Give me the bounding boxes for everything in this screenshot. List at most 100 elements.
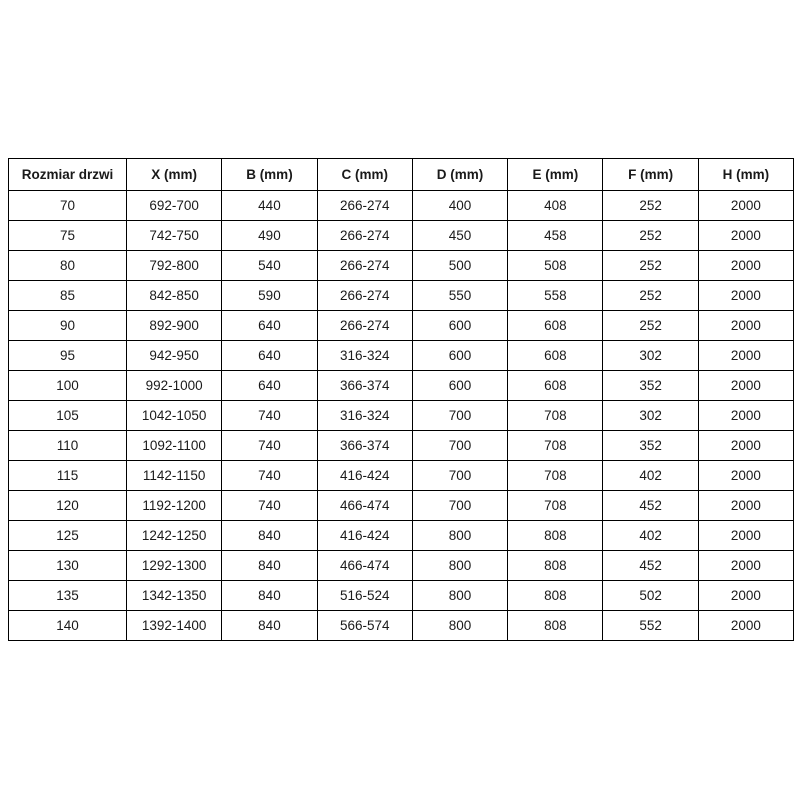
table-cell: 842-850 bbox=[125, 280, 223, 311]
table-cell: 2000 bbox=[697, 490, 795, 521]
table-cell: 70 bbox=[8, 190, 127, 221]
table-cell: 2000 bbox=[697, 550, 795, 581]
table-cell: 252 bbox=[602, 250, 699, 281]
table-cell: 590 bbox=[221, 280, 318, 311]
table-cell: 302 bbox=[602, 340, 699, 371]
table-cell: 452 bbox=[602, 550, 699, 581]
table-cell: 266-274 bbox=[316, 310, 413, 341]
table-cell: 700 bbox=[411, 460, 509, 491]
table-cell: 440 bbox=[221, 190, 318, 221]
table-cell: 458 bbox=[507, 220, 604, 251]
table-cell: 1192-1200 bbox=[125, 490, 223, 521]
table-cell: 1342-1350 bbox=[125, 580, 223, 611]
table-row: 130 1292-1300 840 466-474 800 808 452 2000 bbox=[8, 550, 795, 581]
table-body: 70 692-700 440 266-274 400 408 252 2000 75 742-75… bbox=[8, 190, 795, 641]
table-cell: 608 bbox=[507, 370, 604, 401]
table-cell: 130 bbox=[8, 550, 127, 581]
table-cell: 2000 bbox=[697, 310, 795, 341]
table-row: 90 892-900 640 266-274 600 608 252 2000 bbox=[8, 310, 795, 341]
table-cell: 416-424 bbox=[316, 460, 413, 491]
table-cell: 105 bbox=[8, 400, 127, 431]
table-cell: 466-474 bbox=[316, 490, 413, 521]
table-row: 120 1192-1200 740 466-474 700 708 452 2000 bbox=[8, 490, 795, 521]
table-cell: 2000 bbox=[697, 220, 795, 251]
table-cell: 566-574 bbox=[316, 610, 413, 641]
table-cell: 800 bbox=[411, 520, 509, 551]
table-cell: 992-1000 bbox=[125, 370, 223, 401]
table-cell: 558 bbox=[507, 280, 604, 311]
table-cell: 800 bbox=[411, 580, 509, 611]
table-cell: 408 bbox=[507, 190, 604, 221]
table-cell: 316-324 bbox=[316, 400, 413, 431]
table-cell: 708 bbox=[507, 460, 604, 491]
table-cell: 1042-1050 bbox=[125, 400, 223, 431]
table-cell: 2000 bbox=[697, 190, 795, 221]
table-cell: 740 bbox=[221, 490, 318, 521]
column-header-b-mm: B (mm) bbox=[221, 158, 318, 191]
table-cell: 742-750 bbox=[125, 220, 223, 251]
table-cell: 508 bbox=[507, 250, 604, 281]
table-cell: 608 bbox=[507, 340, 604, 371]
table-cell: 352 bbox=[602, 370, 699, 401]
table-row: 75 742-750 490 266-274 450 458 252 2000 bbox=[8, 220, 795, 251]
table-cell: 366-374 bbox=[316, 370, 413, 401]
table-cell: 892-900 bbox=[125, 310, 223, 341]
table-cell: 740 bbox=[221, 460, 318, 491]
table-cell: 1242-1250 bbox=[125, 520, 223, 551]
table-cell: 302 bbox=[602, 400, 699, 431]
table-cell: 266-274 bbox=[316, 250, 413, 281]
table-row: 105 1042-1050 740 316-324 700 708 302 2000 bbox=[8, 400, 795, 431]
table-cell: 2000 bbox=[697, 370, 795, 401]
table-cell: 1142-1150 bbox=[125, 460, 223, 491]
table-cell: 125 bbox=[8, 520, 127, 551]
table-cell: 140 bbox=[8, 610, 127, 641]
table-cell: 692-700 bbox=[125, 190, 223, 221]
table-cell: 500 bbox=[411, 250, 509, 281]
table-cell: 700 bbox=[411, 430, 509, 461]
table-header-row: Rozmiar drzwi X (mm) B (mm) C (mm) D (mm… bbox=[8, 158, 795, 191]
table-row: 125 1242-1250 840 416-424 800 808 402 2000 bbox=[8, 520, 795, 551]
table-cell: 640 bbox=[221, 370, 318, 401]
table-cell: 266-274 bbox=[316, 190, 413, 221]
table-cell: 840 bbox=[221, 520, 318, 551]
table-cell: 808 bbox=[507, 550, 604, 581]
table-cell: 2000 bbox=[697, 580, 795, 611]
table-cell: 792-800 bbox=[125, 250, 223, 281]
table-cell: 1092-1100 bbox=[125, 430, 223, 461]
column-header-rozmiar-drzwi: Rozmiar drzwi bbox=[8, 158, 127, 191]
table-cell: 600 bbox=[411, 340, 509, 371]
table-row: 110 1092-1100 740 366-374 700 708 352 2000 bbox=[8, 430, 795, 461]
column-header-h-mm: H (mm) bbox=[697, 158, 795, 191]
table-cell: 450 bbox=[411, 220, 509, 251]
column-header-x-mm: X (mm) bbox=[125, 158, 223, 191]
table-row: 80 792-800 540 266-274 500 508 252 2000 bbox=[8, 250, 795, 281]
table-cell: 2000 bbox=[697, 400, 795, 431]
table-cell: 110 bbox=[8, 430, 127, 461]
table-cell: 808 bbox=[507, 520, 604, 551]
table-cell: 366-374 bbox=[316, 430, 413, 461]
table-cell: 266-274 bbox=[316, 280, 413, 311]
table-cell: 840 bbox=[221, 550, 318, 581]
table-row: 100 992-1000 640 366-374 600 608 352 2000 bbox=[8, 370, 795, 401]
table-cell: 540 bbox=[221, 250, 318, 281]
table-cell: 352 bbox=[602, 430, 699, 461]
table-cell: 708 bbox=[507, 400, 604, 431]
table-cell: 608 bbox=[507, 310, 604, 341]
table-cell: 740 bbox=[221, 400, 318, 431]
table-cell: 266-274 bbox=[316, 220, 413, 251]
column-header-f-mm: F (mm) bbox=[602, 158, 699, 191]
table-row: 85 842-850 590 266-274 550 558 252 2000 bbox=[8, 280, 795, 311]
table-cell: 740 bbox=[221, 430, 318, 461]
table-cell: 490 bbox=[221, 220, 318, 251]
table-cell: 700 bbox=[411, 400, 509, 431]
table-row: 115 1142-1150 740 416-424 700 708 402 2000 bbox=[8, 460, 795, 491]
table-cell: 808 bbox=[507, 610, 604, 641]
table-cell: 700 bbox=[411, 490, 509, 521]
table-cell: 252 bbox=[602, 220, 699, 251]
table-cell: 600 bbox=[411, 310, 509, 341]
table-cell: 600 bbox=[411, 370, 509, 401]
table-cell: 640 bbox=[221, 310, 318, 341]
table-cell: 552 bbox=[602, 610, 699, 641]
table-cell: 115 bbox=[8, 460, 127, 491]
